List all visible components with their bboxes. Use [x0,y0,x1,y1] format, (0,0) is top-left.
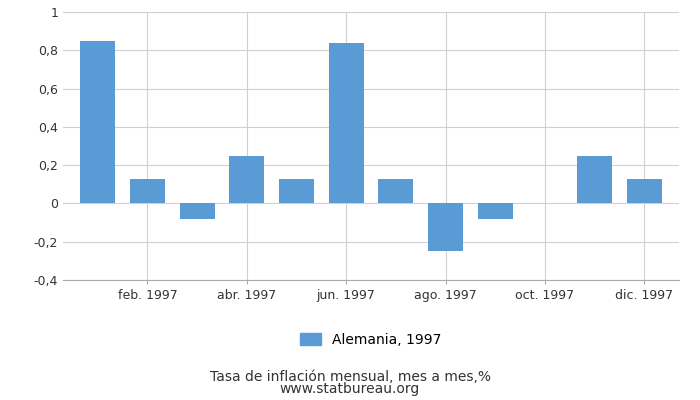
Bar [626,178,662,204]
Bar [578,156,612,204]
Bar [428,204,463,251]
Bar [379,178,413,204]
Bar [180,204,214,219]
Bar [478,204,512,219]
Bar [130,178,164,204]
Bar [329,43,363,204]
Legend: Alemania, 1997: Alemania, 1997 [300,332,442,346]
Bar [80,41,116,204]
Text: Tasa de inflación mensual, mes a mes,%: Tasa de inflación mensual, mes a mes,% [209,370,491,384]
Bar [230,156,264,204]
Text: www.statbureau.org: www.statbureau.org [280,382,420,396]
Bar [279,178,314,204]
